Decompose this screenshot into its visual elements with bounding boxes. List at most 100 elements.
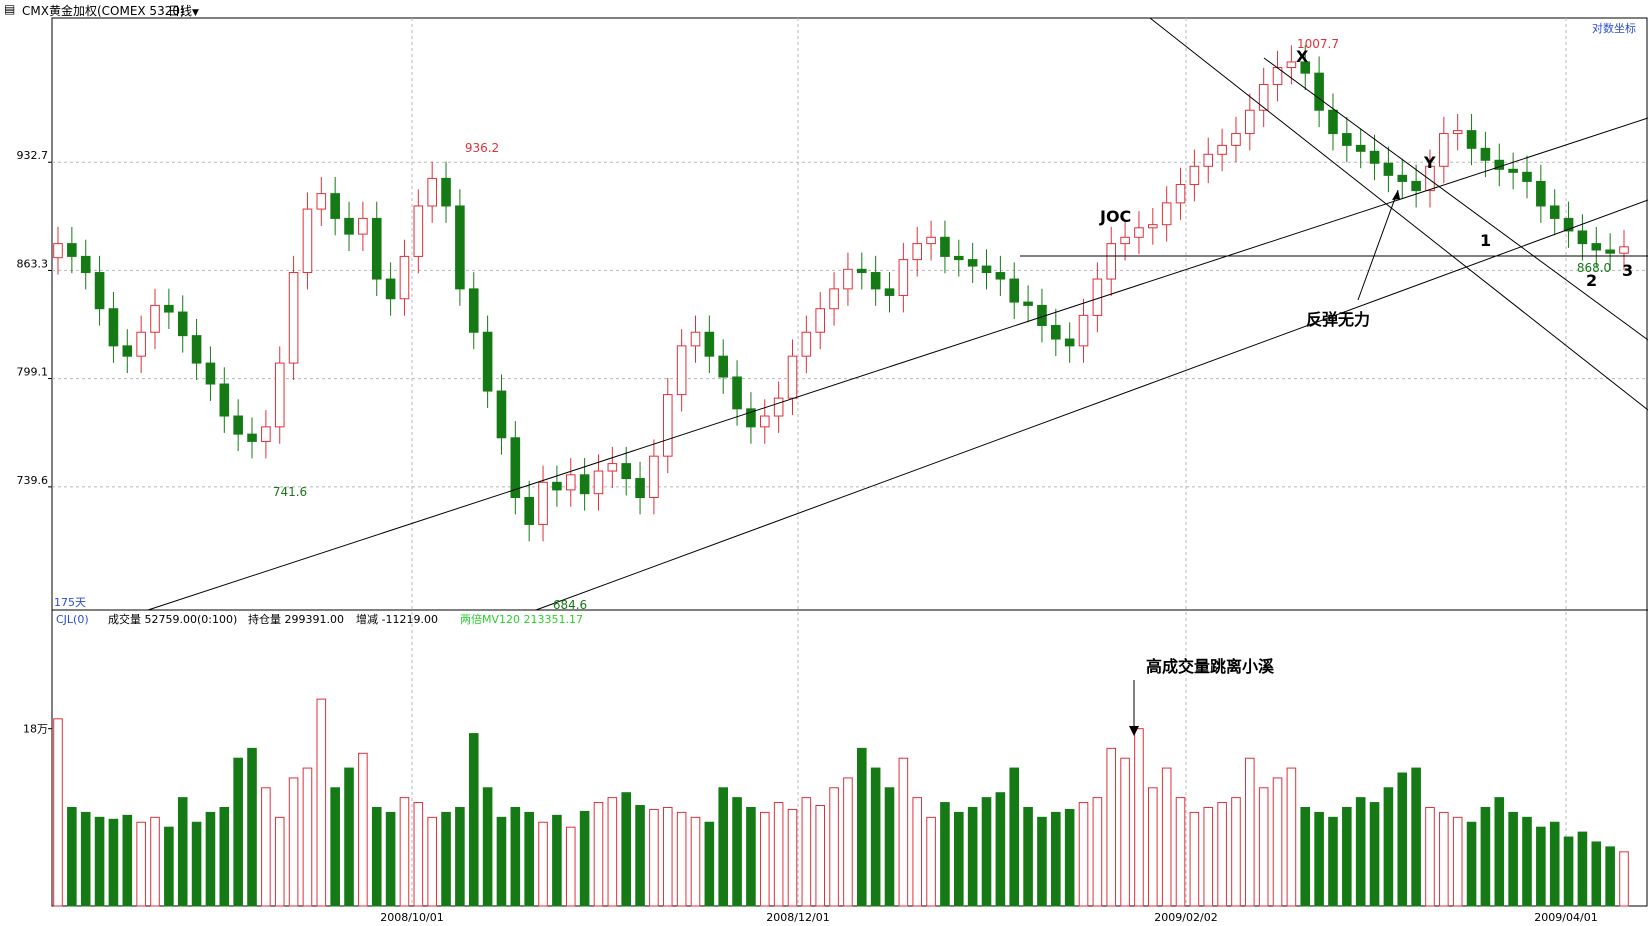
candle-body <box>926 236 936 245</box>
volume-bar <box>967 806 978 907</box>
candle-body <box>53 243 63 259</box>
volume-bar <box>579 810 590 907</box>
volume-bar <box>441 811 451 907</box>
candle-body <box>261 426 271 442</box>
candle-body <box>593 470 604 495</box>
volume-bar <box>1522 816 1532 907</box>
candle-body <box>191 335 202 364</box>
candle-body <box>302 208 313 274</box>
volume-bar <box>1577 831 1588 907</box>
candle-body <box>1051 324 1061 340</box>
volume-bar <box>247 747 257 907</box>
candle-body <box>1314 72 1324 111</box>
candle-body <box>954 255 964 261</box>
volume-legend-item: CJL(0) <box>56 613 89 626</box>
volume-bar <box>427 816 437 907</box>
candle-body <box>649 455 659 498</box>
period-selector[interactable]: 日线▼ <box>168 2 199 19</box>
price-label-high-oct: 936.2 <box>465 141 499 155</box>
volume-bar <box>565 826 576 907</box>
volume-bar <box>219 806 230 907</box>
volume-bar <box>1300 806 1311 907</box>
candle-body <box>635 478 645 498</box>
volume-bar <box>1452 816 1463 907</box>
candle-body <box>662 394 673 457</box>
volume-bar <box>302 767 313 907</box>
volume-bar <box>732 797 742 907</box>
trend-line <box>1263 57 1648 341</box>
volume-bar <box>801 797 812 907</box>
candle-body <box>1148 224 1158 229</box>
candle-body <box>690 331 701 347</box>
volume-bar <box>1591 841 1602 907</box>
volume-bar <box>1078 802 1089 907</box>
candle-body <box>1591 243 1602 251</box>
volume-bar <box>676 811 687 907</box>
candle-body <box>1439 133 1449 167</box>
candle-body <box>80 255 91 274</box>
volume-bar <box>468 733 479 907</box>
candle-body <box>524 496 534 525</box>
volume-bar <box>136 821 146 907</box>
volume-bar <box>274 816 285 907</box>
candle-body <box>274 362 285 428</box>
candle-body <box>912 243 923 261</box>
volume-bar <box>1175 797 1186 907</box>
volume-bar <box>1161 767 1172 907</box>
volume-bar <box>621 792 631 907</box>
volume-bar <box>1134 728 1144 907</box>
volume-bar <box>1009 767 1020 907</box>
volume-bar <box>856 747 867 907</box>
volume-bar <box>1619 851 1629 907</box>
candle-body <box>1009 278 1020 303</box>
volume-bar <box>884 787 895 907</box>
annotation-x: X <box>1296 47 1309 66</box>
y-tick-label: 799.1 <box>17 366 49 379</box>
candle-body <box>981 265 992 274</box>
candle-body <box>1106 243 1117 280</box>
candle-body <box>150 304 160 333</box>
candle-body <box>538 481 548 525</box>
volume-bar <box>552 814 562 907</box>
candle-body <box>552 481 562 491</box>
volume-bar <box>690 816 701 907</box>
volume-bar <box>940 802 950 907</box>
volume-bar <box>1383 787 1394 907</box>
volume-bar <box>1245 757 1255 907</box>
candle-body <box>358 217 368 235</box>
volume-bar <box>191 821 202 907</box>
candle-body <box>468 288 479 333</box>
volume-bar <box>344 767 354 907</box>
volume-bar <box>662 806 673 907</box>
candle-body <box>967 259 978 267</box>
volume-bar <box>815 805 826 907</box>
volume-bar <box>593 802 604 907</box>
candle-body <box>746 408 756 428</box>
annotation-joc: JOC <box>1099 207 1131 226</box>
candle-body <box>510 437 521 498</box>
candle-body <box>1161 202 1172 226</box>
candle-body <box>995 272 1006 280</box>
volume-legend-item: 成交量 52759.00(0:100) <box>108 612 237 626</box>
volume-bar <box>177 797 188 907</box>
log-scale-toggle: 对数坐标 <box>1592 21 1636 35</box>
volume-bar <box>1189 811 1200 907</box>
candle-body <box>122 345 133 357</box>
volume-bar <box>1536 826 1546 907</box>
candle-body <box>1258 83 1269 111</box>
candle-body <box>1466 130 1477 149</box>
volume-bar <box>1231 797 1241 907</box>
volume-bar <box>1466 821 1477 907</box>
volume-bar <box>704 821 715 907</box>
price-label-high-feb: 1007.7 <box>1297 37 1339 51</box>
candle-body <box>1383 162 1394 176</box>
window-icon[interactable]: ▤ <box>4 2 16 16</box>
candle-body <box>1494 159 1505 170</box>
candle-body <box>205 362 216 385</box>
volume-bar <box>1037 816 1047 907</box>
candle-body <box>371 217 382 280</box>
candle-body <box>815 308 826 333</box>
annotation-y: Y <box>1423 153 1436 172</box>
plot-frame <box>51 17 1648 907</box>
